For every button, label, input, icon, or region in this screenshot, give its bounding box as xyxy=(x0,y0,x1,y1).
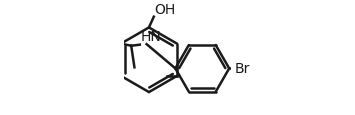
Text: HN: HN xyxy=(140,30,161,44)
Text: OH: OH xyxy=(154,3,176,17)
Text: Br: Br xyxy=(235,62,250,76)
